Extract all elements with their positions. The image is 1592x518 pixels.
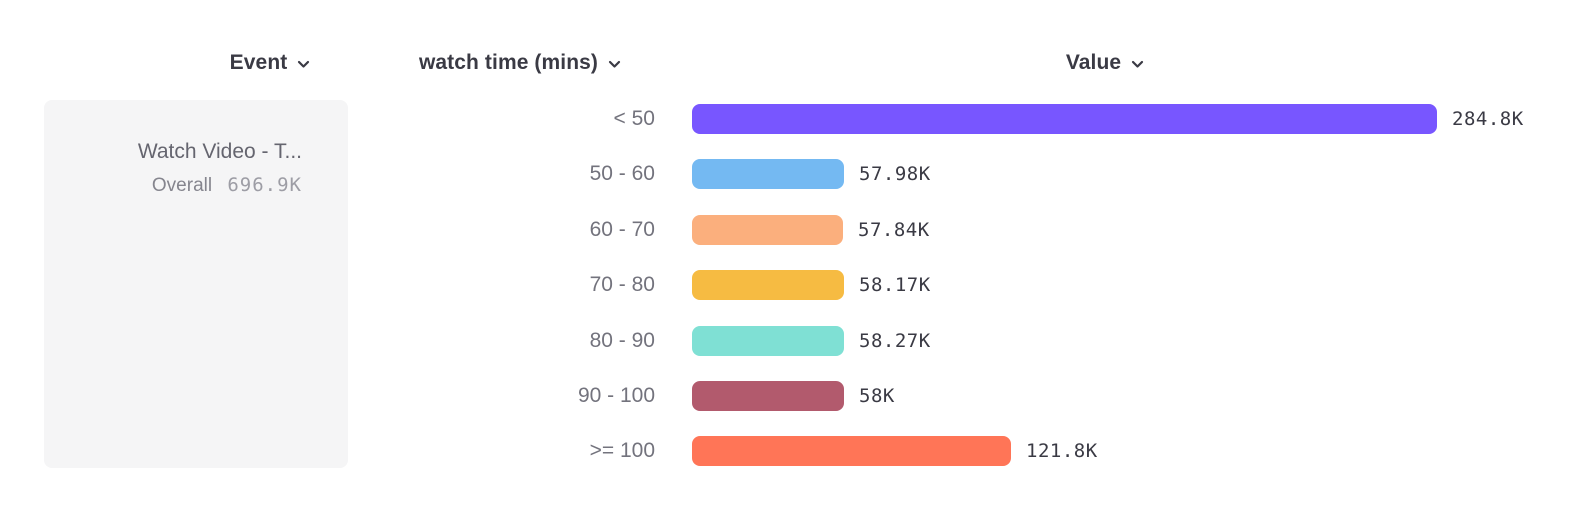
category-label: >= 100 (589, 439, 655, 462)
chart-row: >= 100 121.8K (0, 436, 1592, 466)
chevron-down-icon (297, 60, 310, 69)
column-header-event-label: Event (229, 51, 288, 74)
chart-row: 60 - 70 57.84K (0, 215, 1592, 245)
event-title: Watch Video - T... (137, 140, 302, 163)
bar-segment[interactable] (692, 381, 844, 411)
column-header-value-label: Value (1065, 51, 1122, 74)
category-label: 90 - 100 (577, 384, 655, 407)
bar-value-label: 121.8K (1026, 440, 1098, 462)
chart-row: 50 - 60 57.98K (0, 159, 1592, 189)
chart-row: 70 - 80 58.17K (0, 270, 1592, 300)
bar-value-label: 58K (859, 385, 895, 407)
bar-value-label: 58.27K (859, 330, 931, 352)
category-label: 50 - 60 (589, 162, 655, 185)
column-header-breakdown-label: watch time (mins) (418, 51, 599, 74)
bar-segment[interactable] (692, 436, 1011, 466)
bar-value-label: 284.8K (1452, 108, 1524, 130)
column-header-breakdown[interactable]: watch time (mins) (380, 48, 660, 78)
bar-segment[interactable] (692, 215, 843, 245)
column-header-event[interactable]: Event (180, 48, 360, 78)
bar-value-label: 57.98K (859, 163, 931, 185)
bar-segment[interactable] (692, 270, 844, 300)
category-label: < 50 (613, 107, 655, 130)
chart-row: < 50 284.8K (0, 104, 1592, 134)
chart-row: 90 - 100 58K (0, 381, 1592, 411)
chevron-down-icon (1131, 60, 1144, 69)
chart-row: 80 - 90 58.27K (0, 326, 1592, 356)
bar-value-label: 58.17K (859, 274, 931, 296)
event-overall-row: Overall 696.9K (64, 173, 302, 198)
category-label: 70 - 80 (589, 273, 655, 296)
column-header-value[interactable]: Value (950, 48, 1260, 78)
bar-segment[interactable] (692, 159, 844, 189)
overall-label: Overall (151, 175, 213, 196)
bar-segment[interactable] (692, 326, 844, 356)
category-label: 60 - 70 (589, 218, 655, 241)
event-card[interactable]: Watch Video - T... Overall 696.9K (44, 100, 348, 468)
overall-value: 696.9K (227, 174, 302, 196)
chevron-down-icon (608, 60, 621, 69)
category-label: 80 - 90 (589, 329, 655, 352)
bar-value-label: 57.84K (858, 219, 930, 241)
bar-segment[interactable] (692, 104, 1437, 134)
